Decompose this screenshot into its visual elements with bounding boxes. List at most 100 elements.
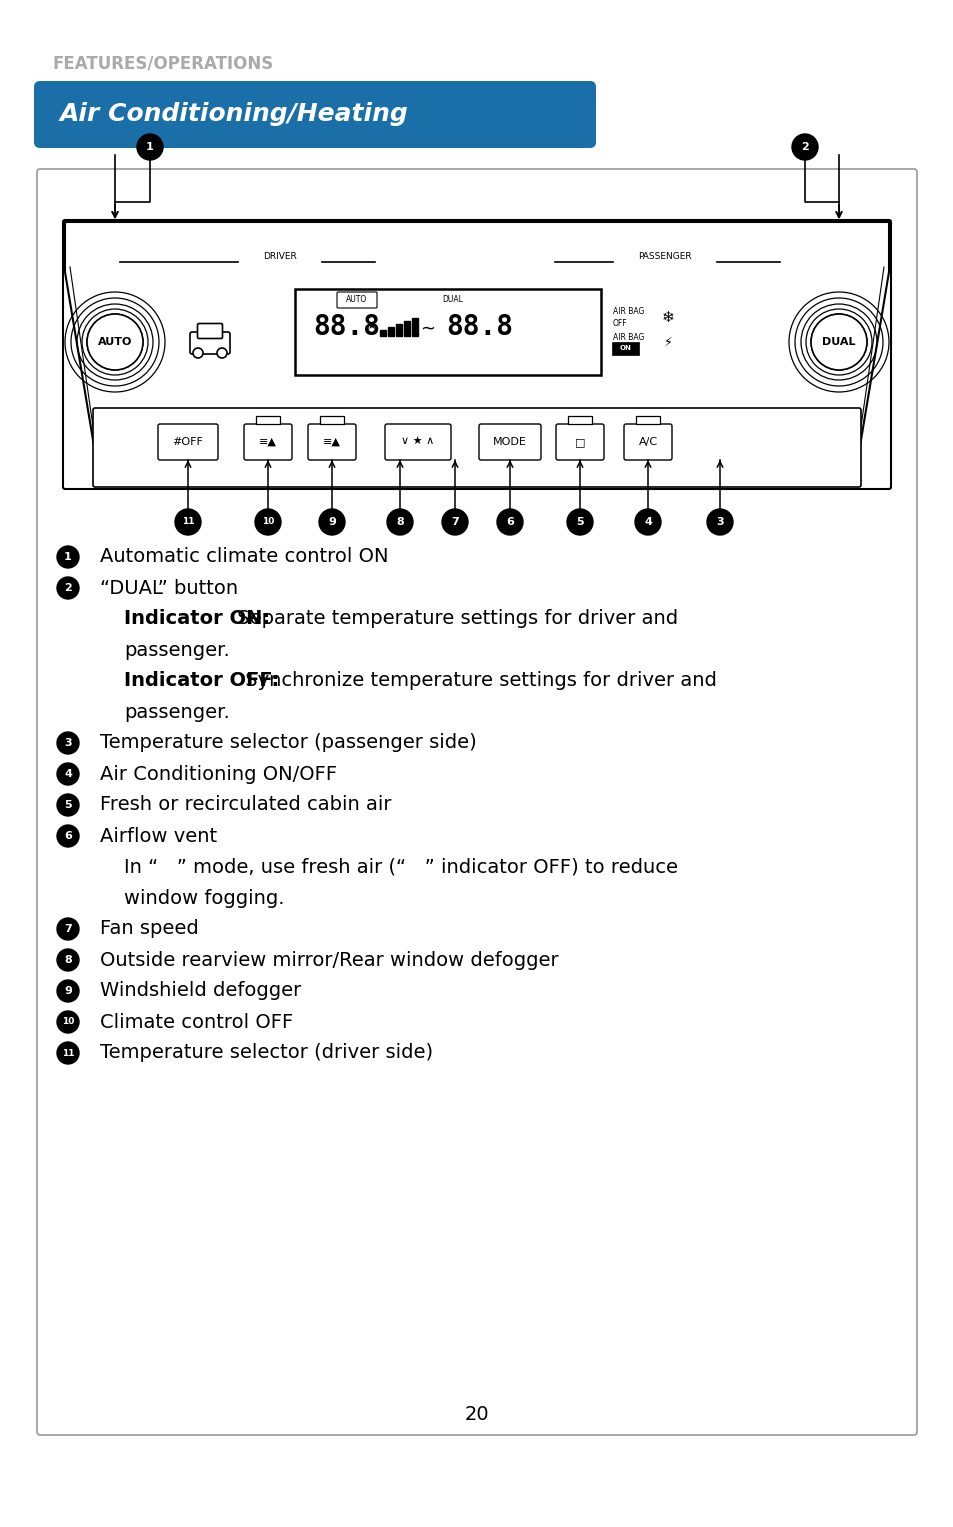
Text: 10: 10 — [62, 1017, 74, 1026]
Bar — [567, 415, 592, 425]
Circle shape — [254, 508, 281, 534]
Bar — [412, 318, 417, 336]
FancyBboxPatch shape — [478, 425, 540, 460]
Text: AIR BAG: AIR BAG — [613, 333, 643, 342]
Circle shape — [57, 794, 79, 815]
Circle shape — [57, 1011, 79, 1032]
Text: AIR BAG: AIR BAG — [613, 307, 643, 316]
Text: ∨ ★ ∧: ∨ ★ ∧ — [401, 437, 435, 447]
Circle shape — [174, 508, 201, 534]
Text: 4: 4 — [643, 518, 651, 527]
Text: Air Conditioning ON/OFF: Air Conditioning ON/OFF — [100, 765, 336, 783]
Bar — [255, 415, 280, 425]
Bar — [636, 415, 659, 425]
Text: ≡▲: ≡▲ — [323, 437, 340, 447]
FancyBboxPatch shape — [158, 425, 218, 460]
Text: ≡▲: ≡▲ — [259, 437, 276, 447]
Text: #OFF: #OFF — [172, 437, 203, 447]
Text: ∼: ∼ — [420, 321, 436, 337]
FancyBboxPatch shape — [385, 425, 451, 460]
FancyBboxPatch shape — [190, 331, 230, 354]
Text: 2: 2 — [801, 142, 808, 153]
Text: 11: 11 — [62, 1049, 74, 1058]
Text: 4: 4 — [64, 770, 71, 779]
Circle shape — [497, 508, 522, 534]
Circle shape — [137, 134, 163, 160]
Text: ❄: ❄ — [661, 310, 674, 325]
Circle shape — [193, 348, 203, 357]
Text: Airflow vent: Airflow vent — [100, 826, 217, 846]
Text: AUTO: AUTO — [346, 296, 367, 304]
Text: 5: 5 — [576, 518, 583, 527]
FancyBboxPatch shape — [336, 292, 376, 308]
Circle shape — [810, 315, 866, 370]
Text: 88.8: 88.8 — [446, 313, 513, 341]
Circle shape — [57, 547, 79, 568]
Circle shape — [87, 315, 143, 370]
Circle shape — [318, 508, 345, 534]
Text: DRIVER: DRIVER — [263, 252, 296, 261]
FancyBboxPatch shape — [308, 425, 355, 460]
Text: ⚡: ⚡ — [663, 336, 672, 348]
Text: 7: 7 — [64, 924, 71, 935]
Circle shape — [57, 980, 79, 1002]
Circle shape — [441, 508, 468, 534]
Text: A/C: A/C — [638, 437, 657, 447]
Text: 1: 1 — [64, 551, 71, 562]
Text: 8: 8 — [395, 518, 403, 527]
Text: DUAL: DUAL — [821, 337, 855, 347]
Text: 6: 6 — [64, 831, 71, 841]
FancyBboxPatch shape — [556, 425, 603, 460]
Circle shape — [791, 134, 817, 160]
Text: Synchronize temperature settings for driver and: Synchronize temperature settings for dri… — [238, 672, 716, 690]
Text: In “   ” mode, use fresh air (“   ” indicator OFF) to reduce: In “ ” mode, use fresh air (“ ” indicato… — [124, 858, 678, 876]
Text: Windshield defogger: Windshield defogger — [100, 982, 301, 1000]
Text: ON: ON — [619, 345, 631, 351]
Text: 5: 5 — [64, 800, 71, 809]
Text: 7: 7 — [451, 518, 458, 527]
FancyBboxPatch shape — [294, 289, 600, 376]
Text: passenger.: passenger. — [124, 640, 230, 660]
Circle shape — [635, 508, 660, 534]
Text: Climate control OFF: Climate control OFF — [100, 1012, 293, 1032]
Text: Indicator ON:: Indicator ON: — [124, 609, 270, 629]
FancyBboxPatch shape — [197, 324, 222, 339]
Circle shape — [57, 764, 79, 785]
FancyBboxPatch shape — [92, 408, 861, 487]
Text: Temperature selector (passenger side): Temperature selector (passenger side) — [100, 733, 476, 753]
Bar — [395, 324, 401, 336]
Text: Automatic climate control ON: Automatic climate control ON — [100, 548, 388, 567]
Text: Fan speed: Fan speed — [100, 919, 198, 939]
Bar — [379, 330, 386, 336]
Text: AUTO: AUTO — [98, 337, 132, 347]
Text: 3: 3 — [64, 738, 71, 748]
FancyBboxPatch shape — [37, 169, 916, 1435]
Text: 9: 9 — [64, 986, 71, 996]
Text: 6: 6 — [505, 518, 514, 527]
Text: FEATURES/OPERATIONS: FEATURES/OPERATIONS — [52, 55, 273, 73]
Circle shape — [57, 731, 79, 754]
Text: ★: ★ — [366, 322, 375, 331]
Text: 11: 11 — [182, 518, 194, 527]
Circle shape — [216, 348, 227, 357]
Text: “DUAL” button: “DUAL” button — [100, 579, 238, 597]
Circle shape — [57, 1041, 79, 1064]
Text: MODE: MODE — [493, 437, 526, 447]
FancyBboxPatch shape — [623, 425, 671, 460]
Text: 88.8: 88.8 — [313, 313, 379, 341]
Text: □: □ — [574, 437, 584, 447]
Text: passenger.: passenger. — [124, 702, 230, 721]
Text: OFF: OFF — [613, 319, 627, 327]
Circle shape — [387, 508, 413, 534]
Polygon shape — [65, 221, 888, 483]
Text: 3: 3 — [716, 518, 723, 527]
Text: 9: 9 — [328, 518, 335, 527]
Bar — [403, 321, 410, 336]
Text: Indicator OFF:: Indicator OFF: — [124, 672, 279, 690]
Text: PASSENGER: PASSENGER — [638, 252, 691, 261]
Text: Temperature selector (driver side): Temperature selector (driver side) — [100, 1043, 433, 1063]
Text: DUAL: DUAL — [442, 296, 463, 304]
Bar — [319, 415, 344, 425]
Circle shape — [57, 577, 79, 599]
Text: Separate temperature settings for driver and: Separate temperature settings for driver… — [231, 609, 677, 629]
